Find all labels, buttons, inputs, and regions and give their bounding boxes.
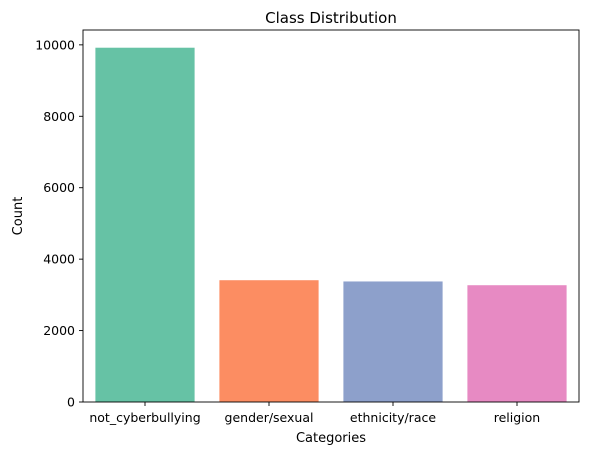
x-tick-label-3: religion: [494, 410, 540, 425]
x-axis-label: Categories: [296, 431, 366, 446]
y-tick-label-5: 10000: [35, 37, 75, 52]
y-tick-label-3: 6000: [43, 180, 75, 195]
x-tick-label-2: ethnicity/race: [350, 410, 436, 425]
y-tick-label-4: 8000: [43, 109, 75, 124]
y-axis-label: Count: [11, 197, 26, 236]
x-tick-label-0: not_cyberbullying: [89, 410, 200, 425]
bar-3: [467, 285, 567, 402]
bar-1: [219, 280, 319, 402]
x-tick-label-1: gender/sexual: [225, 410, 314, 425]
y-tick-label-0: 0: [67, 395, 75, 410]
plot-area-frame: [82, 29, 580, 403]
chart-title: Class Distribution: [265, 9, 397, 27]
y-tick-label-2: 4000: [43, 252, 75, 267]
x-axis: not_cyberbullying gender/sexual ethnicity/…: [89, 402, 540, 425]
y-tick-label-1: 2000: [43, 323, 75, 338]
y-axis: 0 2000 4000 6000 8000 10000: [35, 37, 83, 410]
bar-2: [343, 281, 443, 402]
bars-group: [95, 47, 567, 402]
bar-0: [95, 47, 195, 402]
